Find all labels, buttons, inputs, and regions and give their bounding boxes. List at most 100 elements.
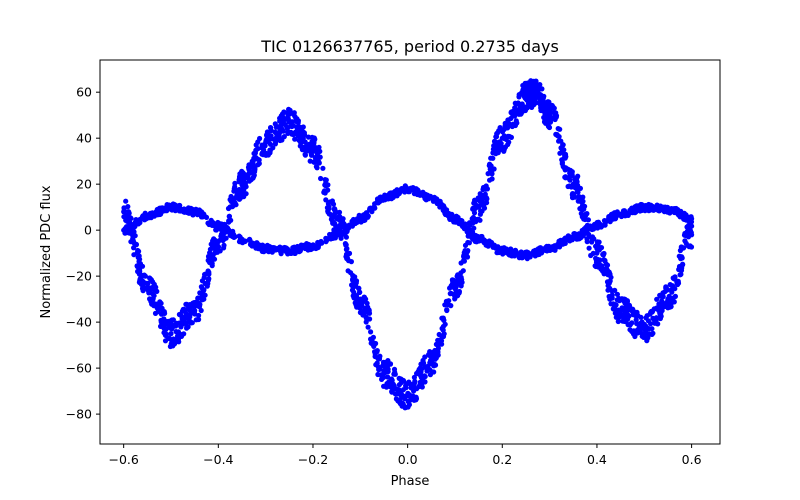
data-point: [680, 261, 686, 267]
data-point: [484, 186, 490, 192]
data-point: [425, 192, 431, 198]
data-point: [226, 227, 232, 233]
data-point: [405, 398, 411, 404]
data-point: [365, 324, 371, 330]
data-point: [417, 381, 423, 387]
data-point: [305, 244, 311, 250]
data-point: [162, 332, 168, 338]
data-point: [504, 125, 511, 131]
data-point: [607, 278, 613, 284]
data-point: [442, 321, 448, 327]
data-point: [605, 272, 611, 278]
data-point: [614, 291, 621, 297]
data-point: [644, 338, 650, 344]
data-point: [612, 216, 618, 222]
data-point: [440, 327, 446, 333]
data-point: [298, 135, 304, 141]
data-point: [686, 227, 692, 233]
data-point: [487, 177, 493, 183]
data-point: [633, 317, 639, 323]
data-point: [503, 246, 509, 252]
data-point: [667, 304, 673, 310]
data-point: [460, 268, 466, 274]
data-point: [572, 194, 578, 200]
data-point: [586, 245, 592, 251]
data-point: [575, 198, 581, 204]
data-point: [655, 321, 661, 327]
data-point: [584, 236, 590, 242]
data-point: [497, 141, 503, 147]
data-point: [173, 204, 179, 210]
data-point: [255, 139, 261, 145]
data-point: [490, 155, 496, 161]
data-point: [462, 251, 468, 258]
data-point: [198, 307, 204, 314]
data-point: [176, 311, 182, 318]
data-point: [175, 329, 181, 335]
data-point: [512, 100, 518, 106]
data-point: [418, 374, 424, 380]
data-point: [389, 389, 395, 395]
data-point: [574, 189, 580, 195]
data-point: [372, 351, 378, 357]
data-point: [126, 210, 132, 216]
data-point: [532, 253, 538, 259]
data-point: [368, 336, 374, 342]
data-point: [137, 277, 143, 283]
data-point: [389, 190, 395, 196]
data-point: [175, 337, 181, 343]
data-point: [273, 131, 280, 137]
data-point: [294, 243, 301, 250]
data-point: [661, 209, 668, 215]
data-point: [597, 221, 603, 227]
data-point: [231, 202, 237, 208]
data-point: [618, 213, 625, 220]
data-point: [360, 310, 367, 316]
data-point: [436, 338, 442, 345]
data-point: [403, 383, 409, 389]
data-point: [647, 331, 654, 337]
data-point: [547, 109, 553, 115]
data-point: [405, 404, 411, 410]
data-point: [286, 118, 292, 125]
data-point: [603, 219, 609, 225]
data-point: [221, 245, 227, 251]
data-point: [297, 126, 303, 132]
data-point: [301, 130, 307, 136]
data-point: [562, 174, 568, 180]
data-point: [162, 310, 168, 316]
data-point: [462, 242, 469, 248]
data-point: [677, 272, 683, 278]
data-point: [330, 201, 337, 207]
data-point: [122, 230, 128, 236]
data-point: [331, 206, 337, 212]
data-point: [660, 294, 666, 300]
data-point: [377, 196, 383, 202]
data-point: [551, 105, 557, 111]
data-point: [476, 216, 482, 222]
data-point: [140, 284, 146, 290]
data-point: [434, 196, 440, 202]
data-point: [149, 301, 155, 307]
data-point: [607, 219, 613, 225]
data-point: [379, 374, 385, 380]
data-point: [609, 292, 615, 298]
data-point: [361, 217, 367, 224]
data-point: [330, 235, 336, 241]
data-point: [562, 235, 568, 241]
data-point: [666, 293, 672, 299]
data-point: [674, 281, 681, 287]
data-point: [157, 299, 163, 305]
data-point: [642, 330, 649, 337]
data-point: [415, 187, 421, 193]
y-tick-label: −40: [66, 315, 92, 330]
data-point: [445, 212, 451, 219]
data-point: [477, 202, 483, 209]
data-point: [137, 216, 143, 222]
data-point: [243, 191, 249, 197]
data-point: [203, 214, 210, 220]
data-point: [452, 286, 458, 292]
data-point: [632, 333, 638, 340]
data-point: [424, 363, 431, 370]
data-point: [524, 84, 530, 90]
